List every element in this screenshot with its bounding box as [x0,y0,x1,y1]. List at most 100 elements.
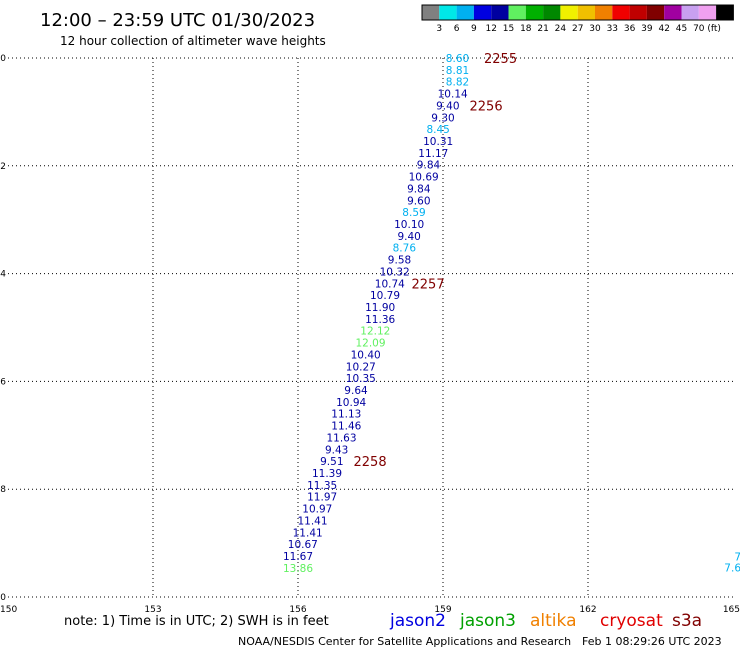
satellite-legend-altika: altika [530,611,577,631]
colorbar-tick-label: 36 [624,24,636,34]
data-point-value: 9.51 [320,456,343,468]
x-axis-ticks: 150 153 156 159 162 165 [0,605,740,615]
colorbar-tick-label: 33 [607,24,618,34]
data-point-value: 11.13 [331,409,361,421]
data-point-value: 9.40 [397,231,420,243]
colorbar-swatch [491,5,509,20]
colorbar-tick-label: 39 [641,24,653,34]
y-tick-label: -44 [0,270,6,280]
colorbar-tick-label: 21 [537,24,548,34]
colorbar-swatch [646,5,665,20]
data-point-value: 10.74 [375,278,405,290]
colorbar-legend: 3 6 9 12 15 18 21 24 27 30 33 36 39 42 45 70 (ft) [421,4,734,34]
data-point-value: 10.67 [288,539,318,551]
data-point-value: 11.46 [331,421,361,433]
colorbar-swatch [716,5,734,20]
colorbar-tick-label: 12 [485,24,496,34]
data-point-value: 9.30 [431,112,454,124]
data-point-value: 10.32 [380,266,410,278]
colorbar-swatch [698,5,717,20]
x-tick-label: 165 [723,605,740,615]
satellite-legend-jason3: jason3 [459,611,516,631]
data-point-value: 9.64 [344,385,368,397]
data-point-value: 10.79 [370,290,400,302]
data-point-value: 9.84 [407,183,431,195]
colorbar-tick-label: 15 [503,24,514,34]
data-point-value: 10.31 [423,136,453,148]
colorbar-swatch [439,5,457,20]
data-point-value: 9.58 [388,255,411,267]
colorbar-tick-label: 42 [658,24,669,34]
chart-title: 12:00 – 23:59 UTC 01/30/2023 [40,10,315,31]
data-point-value: 11.41 [293,527,323,539]
data-point-value: 8.59 [402,207,425,219]
data-point-value: 10.97 [302,504,332,516]
colorbar-tick-label: 9 [471,24,477,34]
data-point-value: 8.82 [446,77,469,89]
y-tick-label: -42 [0,162,6,172]
colorbar-tick-label: 70 [693,24,705,34]
colorbar-swatch [595,5,613,20]
x-tick-label: 150 [0,605,17,615]
pass-time-label: 2255 [484,52,517,67]
y-tick-label: -40 [0,54,6,64]
data-points: 8.608.818.8210.149.409.308.4510.3111.179… [283,53,740,575]
pass-time-label: 2257 [412,277,445,292]
x-tick-label: 159 [434,605,451,615]
grid [8,57,733,598]
data-point-value: 11.63 [326,432,356,444]
data-point-value: 9.40 [436,100,459,112]
colorbar-unit: (ft) [707,24,721,34]
timestamp-text: Feb 1 08:29:26 UTC 2023 [582,635,722,648]
colorbar-swatch [664,5,682,20]
data-point-value: 13.86 [283,563,313,575]
satellite-legend-s3a: s3a [672,611,702,631]
data-point-value: 7.6 [724,562,740,574]
colorbar-swatch [577,5,595,20]
colorbar-tick-label: 18 [520,24,532,34]
colorbar-tick-label: 27 [572,24,583,34]
colorbar-swatch [456,5,474,20]
credit-text: NOAA/NESDIS Center for Satellite Applica… [238,635,571,648]
colorbar-tick-label: 45 [676,24,687,34]
colorbar-swatch [473,5,492,20]
satellite-legend: jason2 jason3 altika cryosat s3a [389,611,702,631]
pass-time-label: 2256 [470,99,503,114]
x-tick-label: 162 [579,605,596,615]
data-point-value: 8.60 [446,53,469,65]
y-tick-label: -46 [0,377,6,387]
colorbar-swatch [612,5,630,20]
colorbar-tick-label: 30 [589,24,601,34]
colorbar-swatch [543,5,561,20]
data-point-value: 9.43 [325,444,348,456]
y-axis-ticks: -40 -42 -44 -46 -48 -50 [0,54,6,603]
x-tick-label: 153 [144,605,161,615]
data-point-value: 10.40 [351,349,381,361]
pass-time-labels: 2255 2256 2257 2258 [354,52,518,470]
colorbar-swatch [508,5,526,20]
data-point-value: 10.27 [346,361,376,373]
data-point-value: 10.14 [438,89,468,101]
note-text: note: 1) Time is in UTC; 2) SWH is in fe… [64,614,329,629]
colorbar-swatch [560,5,578,20]
data-point-value: 8.81 [446,65,469,77]
colorbar-tick-label: 3 [436,24,442,34]
data-point-value: 11.39 [312,468,342,480]
chart-subtitle: 12 hour collection of altimeter wave hei… [60,34,326,48]
data-point-value: 12.09 [355,338,385,350]
pass-time-label: 2258 [354,455,387,470]
data-point-value: 11.90 [365,302,395,314]
y-tick-label: -48 [0,485,6,495]
data-point-value: 7 [734,552,740,564]
y-tick-label: -50 [0,593,6,603]
data-point-value: 11.36 [365,314,395,326]
colorbar-swatch [629,5,647,20]
data-point-value: 11.97 [307,492,337,504]
satellite-legend-cryosat: cryosat [600,611,663,631]
data-point-value: 10.94 [336,397,366,409]
data-point-value: 11.35 [307,480,337,492]
colorbar-swatch [525,5,544,20]
data-point-value: 11.17 [418,148,448,160]
data-point-value: 12.12 [360,326,390,338]
